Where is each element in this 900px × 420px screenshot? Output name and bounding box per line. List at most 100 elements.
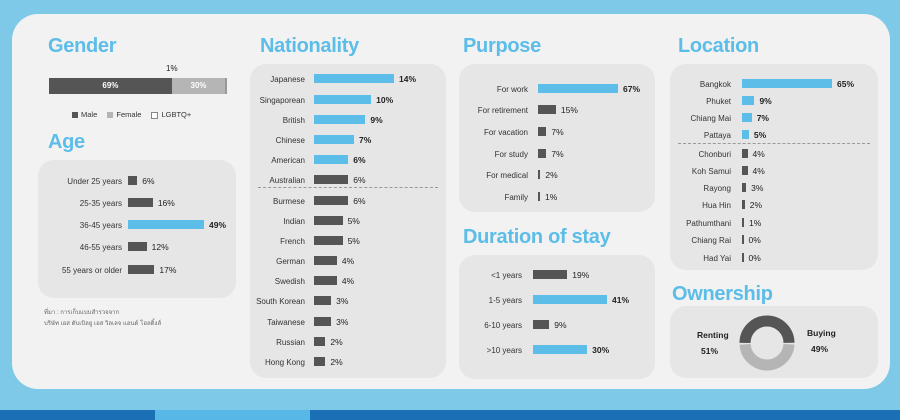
- location-label: Pattaya: [703, 131, 731, 140]
- duration-label: >10 years: [486, 346, 522, 355]
- ownership-renting-label: Renting: [697, 330, 729, 340]
- location-value: 0%: [748, 235, 761, 245]
- duration-bar: [533, 270, 568, 279]
- purpose-value: 15%: [560, 105, 578, 115]
- gender-bar-lgbtq: [225, 78, 228, 94]
- gender-lgbtq-label: 1%: [166, 64, 178, 73]
- purpose-bar: [538, 192, 540, 201]
- nationality-label: Burmese: [272, 197, 305, 206]
- location-bar: [742, 96, 755, 105]
- nationality-title: Nationality: [260, 35, 359, 57]
- age-title: Age: [48, 131, 85, 153]
- age-value: 49%: [209, 220, 227, 230]
- purpose-bar: [538, 149, 547, 158]
- age-label: Under 25 years: [67, 177, 122, 186]
- nationality-value: 14%: [399, 74, 417, 84]
- age-value: 12%: [151, 242, 169, 252]
- location-value: 5%: [753, 130, 767, 140]
- location-label: Chiang Mai: [690, 114, 731, 123]
- location-value: 3%: [751, 183, 764, 193]
- legend-female: Female: [107, 110, 141, 119]
- nationality-value: 2%: [330, 337, 343, 347]
- nationality-label: Singaporean: [259, 96, 305, 105]
- purpose-label: For retirement: [477, 106, 528, 115]
- age-label: 55 years or older: [61, 266, 122, 275]
- duration-value: 19%: [572, 270, 590, 280]
- location-label: Pathumthani: [686, 219, 731, 228]
- location-bar: [742, 235, 744, 244]
- purpose-title: Purpose: [463, 35, 541, 57]
- ownership-buying-value: 49%: [811, 344, 829, 354]
- nationality-bar: [314, 236, 343, 245]
- location-bar: [742, 113, 752, 122]
- purpose-value: 2%: [545, 170, 558, 180]
- age-label: 25-35 years: [79, 199, 122, 208]
- age-bar: [128, 220, 204, 229]
- age-value: 16%: [157, 198, 175, 208]
- purpose-label: Family: [504, 193, 528, 202]
- age-label: 36-45 years: [79, 221, 122, 230]
- location-value: 9%: [759, 96, 772, 106]
- location-bar: [742, 253, 744, 262]
- nationality-bar: [314, 256, 337, 265]
- source-note-line1: ที่มา : การเก็บแบบสำรวจจาก: [44, 310, 120, 316]
- purpose-value: 67%: [623, 84, 641, 94]
- nationality-label: Hong Kong: [264, 358, 305, 367]
- purpose-bar: [538, 170, 541, 179]
- nationality-label: Taiwanese: [267, 318, 305, 327]
- nationality-value: 3%: [336, 317, 349, 327]
- gender-bar-female: 30%: [171, 78, 226, 94]
- purpose-value: 7%: [551, 127, 564, 137]
- legend-lgbtq: LGBTQ+: [151, 110, 191, 119]
- nationality-value: 2%: [330, 357, 343, 367]
- location-value: 4%: [752, 166, 765, 176]
- nationality-value: 4%: [341, 256, 355, 266]
- duration-value: 30%: [592, 345, 610, 355]
- nationality-value: 5%: [347, 236, 360, 246]
- nationality-label: Swedish: [274, 277, 305, 286]
- location-value: 7%: [756, 113, 769, 123]
- age-bar: [128, 242, 147, 251]
- legend-female-label: Female: [116, 110, 142, 119]
- nationality-label: British: [282, 116, 305, 125]
- nationality-value: 7%: [359, 135, 372, 145]
- legend-male: Male: [72, 110, 97, 119]
- purpose-bar: [538, 84, 618, 93]
- location-bar: [742, 79, 832, 88]
- location-bar: [742, 218, 744, 227]
- legend-male-swatch: [72, 112, 78, 119]
- location-bar: [742, 200, 745, 209]
- nationality-label: French: [280, 237, 305, 246]
- nationality-label: Russian: [276, 338, 305, 347]
- location-label: Phuket: [706, 97, 731, 106]
- ownership-title: Ownership: [672, 283, 773, 305]
- source-note-line2: บริษัท เอส ดับเบิลยู เอส วิลเลจ แอนด์ โฮ…: [44, 321, 162, 327]
- nationality-label: Australian: [269, 176, 305, 185]
- duration-label: 1-5 years: [488, 296, 522, 305]
- location-value: 4%: [752, 149, 765, 159]
- purpose-bar: [538, 127, 547, 136]
- location-value: 1%: [749, 218, 762, 228]
- nationality-value: 3%: [336, 296, 349, 306]
- nationality-bar: [314, 115, 366, 124]
- location-value: 65%: [837, 79, 855, 89]
- nationality-label: Japanese: [270, 75, 305, 84]
- location-label: Bangkok: [699, 80, 731, 89]
- nationality-bar: [314, 276, 337, 285]
- nationality-divider: [258, 187, 438, 188]
- location-label: Had Yai: [703, 254, 731, 263]
- ownership-slice-buying: [739, 315, 795, 371]
- gender-title: Gender: [48, 35, 117, 57]
- nationality-value: 4%: [341, 276, 355, 286]
- bottom-strip: [0, 410, 900, 420]
- gender-legend: Male Female LGBTQ+: [72, 110, 191, 119]
- location-title: Location: [678, 35, 759, 57]
- duration-bar: [533, 345, 588, 354]
- nationality-label: Chinese: [275, 136, 305, 145]
- purpose-label: For vacation: [483, 128, 528, 137]
- location-label: Rayong: [703, 184, 731, 193]
- nationality-bar: [314, 74, 394, 83]
- nationality-value: 9%: [370, 115, 383, 125]
- purpose-value: 1%: [545, 192, 558, 202]
- location-label: Koh Samui: [691, 167, 731, 176]
